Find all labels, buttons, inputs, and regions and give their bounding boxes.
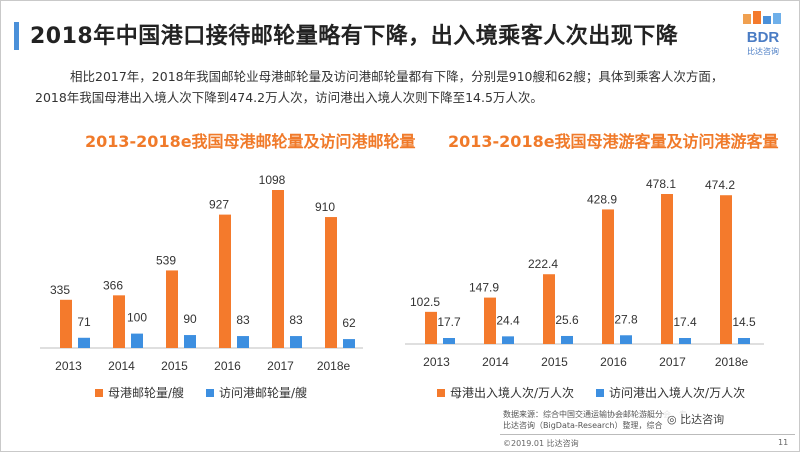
legend-swatch-orange [437,388,445,397]
x-tick-label: 2014 [482,355,509,369]
summary-line-1: 相比2017年，2018年我国邮轮业母港邮轮量及访问港邮轮量都有下降，分别是91… [70,69,724,84]
data-source-note: 数据来源：综合中国交通运输协会邮轮游艇分会，专 比达咨询（BigData-Res… [503,409,793,431]
data-label-series-1: 102.5 [410,295,440,309]
passenger-count-chart: 102.5 17.7 2013 147.9 24.4 2014 222.4 25.6 2015 4… [405,177,764,369]
bar-2018e-series-1 [325,217,337,348]
bar-2014-series-2 [131,333,143,348]
x-tick-label: 2015 [161,359,188,373]
legend-swatch-blue [596,388,605,397]
logo-bar-1 [743,14,751,24]
summary-line-2: 2018年我国母港出入境人次下降到474.2万人次，访问港出入境人次则下降至14… [35,90,543,105]
data-label-series-2: 17.4 [673,315,697,329]
bar-2018e-series-2 [738,338,750,344]
bar-2015-series-2 [561,335,573,344]
legend-item-visit-passengers: 访问港出入境人次/万人次 [596,384,745,401]
bar-2016-series-2 [237,336,249,348]
x-tick-label: 2017 [267,359,294,373]
bar-2014-series-2 [502,336,514,344]
data-label-series-2: 25.6 [555,313,579,327]
bar-2017-series-1 [661,194,673,344]
page-title: 2018年中国港口接待邮轮量略有下降，出入境乘客人次出现下降 [30,24,679,49]
bar-2013-series-1 [60,299,72,348]
data-label-series-1: 366 [103,278,123,292]
bar-2017-series-2 [679,338,691,344]
bar-2016-series-1 [219,214,231,348]
data-label-series-1: 474.2 [705,178,735,192]
legend-item-homeport-passengers: 母港出入境人次/万人次 [437,384,574,401]
source-line-2: 比达咨询（BigData-Research）整理，综合 [503,421,663,430]
data-label-series-1: 927 [209,198,229,212]
logo-text: BDR [747,29,780,46]
data-label-series-1: 539 [156,253,176,267]
bar-2013-series-1 [425,311,437,344]
legend-label: 母港出入境人次/万人次 [450,386,575,400]
bar-2015-series-1 [543,274,555,344]
x-tick-label: 2013 [423,355,450,369]
data-label-series-2: 90 [183,312,197,326]
source-line-1: 数据来源：综合中国交通运输协会邮轮游艇分会，专 [503,410,687,419]
bar-2015-series-2 [184,335,196,348]
data-label-series-1: 147.9 [469,281,499,295]
ship-count-chart: 335 71 2013 366 100 2014 539 90 2015 927 83 2016 109… [40,173,363,373]
x-tick-label: 2014 [108,359,135,373]
x-tick-label: 2018e [715,355,749,369]
data-label-series-2: 17.7 [437,315,461,329]
legend-swatch-blue [206,388,215,397]
data-label-series-2: 100 [127,311,147,325]
data-label-series-1: 478.1 [646,177,676,191]
data-label-series-1: 428.9 [587,192,617,206]
legend-label: 访问港出入境人次/万人次 [609,386,746,400]
logo-subtitle: 比达咨询 [747,47,779,56]
legend-item-visit-ships: 访问港邮轮量/艘 [206,384,307,401]
title-accent-bar [14,22,19,50]
page-number: 11 [778,438,789,447]
bar-2014-series-1 [113,295,125,348]
data-label-series-2: 24.4 [496,313,520,327]
data-label-series-2: 83 [236,313,250,327]
left-chart-title: 2013-2018e我国母港邮轮量及访问港邮轮量 [85,132,416,151]
legend-swatch-orange [95,388,103,397]
bar-2015-series-1 [166,270,178,348]
logo-bar-3 [763,16,771,24]
x-tick-label: 2015 [541,355,568,369]
watermark-text: 比达咨询 [680,413,725,426]
right-chart-title: 2013-2018e我国母港游客量及访问港游客量 [448,132,779,151]
legend-label: 访问港邮轮量/艘 [219,386,308,400]
data-label-series-1: 222.4 [528,257,558,271]
bar-2017-series-1 [272,190,284,348]
data-label-series-2: 71 [77,315,91,329]
bar-2018e-series-2 [343,339,355,348]
data-label-series-2: 27.8 [614,312,638,326]
bar-2013-series-2 [443,338,455,344]
left-chart-legend: 母港邮轮量/艘 访问港邮轮量/艘 [95,384,329,401]
data-label-series-2: 14.5 [732,315,756,329]
x-tick-label: 2013 [55,359,82,373]
data-label-series-1: 1098 [259,173,286,187]
footer-copyright: ©2019.01 比达咨询 [503,439,579,448]
bar-2017-series-2 [290,336,302,348]
data-label-series-1: 335 [50,283,70,297]
x-tick-label: 2016 [600,355,627,369]
wechat-watermark: ◎ 比达咨询 [664,410,728,428]
bar-2016-series-1 [602,209,614,344]
summary-text: 相比2017年，2018年我国邮轮业母港邮轮量及访问港邮轮量都有下降，分别是91… [35,66,775,108]
x-tick-label: 2017 [659,355,686,369]
wechat-icon: ◎ [667,413,677,426]
bar-2013-series-2 [78,337,90,348]
legend-label: 母港邮轮量/艘 [108,386,185,400]
bar-2014-series-1 [484,297,496,344]
bar-2016-series-2 [620,335,632,344]
data-label-series-2: 83 [289,313,303,327]
right-chart-legend: 母港出入境人次/万人次 访问港出入境人次/万人次 [437,384,767,401]
logo-bar-2 [753,11,761,24]
bar-2018e-series-1 [720,195,732,344]
logo-bar-4 [773,13,781,24]
legend-item-homeport-ships: 母港邮轮量/艘 [95,384,184,401]
data-label-series-1: 910 [315,200,335,214]
footer-divider [500,434,795,435]
x-tick-label: 2018e [317,359,351,373]
data-label-series-2: 62 [342,316,356,330]
x-tick-label: 2016 [214,359,241,373]
bdr-logo: BDR [743,11,781,46]
